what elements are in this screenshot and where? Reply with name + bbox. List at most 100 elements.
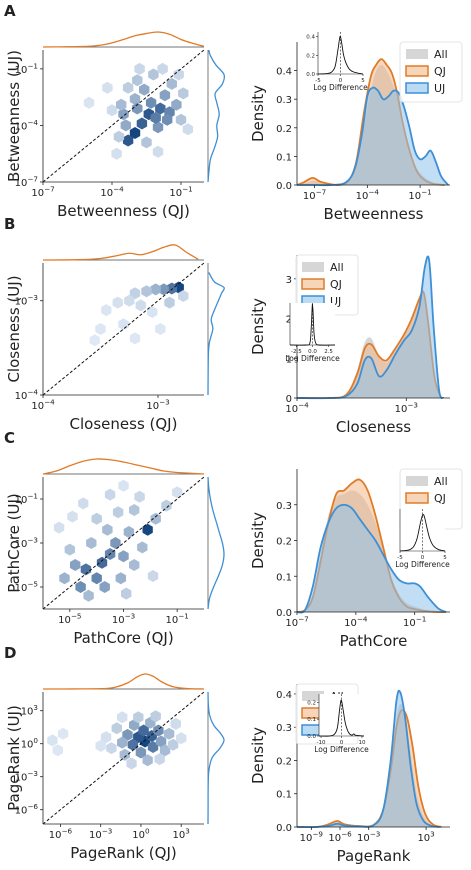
inset-x-tick-label: 0 [421, 555, 425, 561]
hex-cell [150, 283, 161, 296]
kde-line-uj [296, 689, 440, 828]
hex-cell [154, 753, 165, 766]
inset-y-tick-label: 0.2 [306, 53, 315, 59]
panel-letter: D [4, 644, 16, 662]
kde-area-uj [297, 504, 447, 613]
inset-curve [289, 303, 336, 346]
kde-plot: 10−7 10−4 10−1 0.0 0.1 0.2 0.3 PathCore Density A… [249, 468, 463, 650]
panel-letter: B [4, 215, 15, 233]
hex-cell [52, 744, 63, 757]
hex-cell [171, 98, 182, 111]
x-axis-label: Betweenness (QJ) [57, 202, 190, 220]
hex-cell [158, 283, 169, 296]
hex-cell [136, 117, 148, 130]
y-tick-label: 10−3 [15, 293, 38, 308]
hexbin-plot: 10−6 10−3 100 103 10−6 10−3 100 103 PageRank (QJ… [5, 691, 205, 862]
y-tick-label: 0.3 [276, 723, 292, 734]
legend: All QJ UJ [295, 254, 359, 316]
x-tick-label: 10−7 [31, 185, 54, 200]
x-tick-label: 10−1 [408, 188, 431, 203]
hex-cell [150, 710, 161, 723]
y-tick-label: 0.0 [276, 608, 292, 619]
kde-area-uj [297, 87, 449, 186]
hex-cell [161, 499, 172, 512]
hex-cell [99, 581, 110, 593]
hex-cell [159, 89, 171, 102]
legend-label-all: All [330, 261, 344, 274]
right-marginal-curve [207, 691, 225, 825]
legend-label-uj: UJ [330, 295, 341, 308]
hex-cell [78, 497, 89, 510]
x-tick-label: 10−3 [395, 401, 418, 416]
hex-cell [100, 731, 112, 744]
hex-cell [137, 541, 148, 554]
inset-x-axis-label: Log Difference [314, 745, 369, 754]
hex-cell [112, 506, 124, 519]
legend-swatch-qj [301, 278, 325, 290]
hex-cell [83, 589, 94, 602]
hex-cell [166, 77, 177, 90]
legend-swatch-all [302, 262, 324, 272]
hex-cell [115, 572, 126, 585]
y-axis-label: PageRank (UJ) [5, 705, 23, 811]
hex-cell [141, 136, 152, 149]
inset-y-tick-label: 0.0 [307, 734, 316, 740]
hex-cell [106, 742, 117, 755]
hex-cell [118, 550, 129, 563]
y-tick-label: 0.3 [276, 501, 292, 512]
inset-x-tick-label: 5 [443, 555, 447, 561]
hexbin-plot-area [43, 477, 204, 609]
legend-swatch-all [406, 476, 428, 486]
hex-cell [120, 119, 131, 132]
hex-cell [129, 504, 140, 516]
hex-cell [122, 81, 134, 94]
hexbin-plot: 10−5 10−3 10−1 10−5 10−3 10−1 PathCore (QJ) Pat… [5, 476, 205, 647]
hex-cell [64, 543, 75, 556]
hex-cell [157, 62, 168, 75]
inset-curve [317, 35, 364, 75]
hex-cell [102, 81, 113, 94]
x-axis-label: Betweenness [324, 205, 424, 223]
hex-cell [163, 727, 175, 740]
legend-swatch-uj [405, 82, 429, 94]
y-tick-label: 0.0 [276, 181, 292, 192]
inset-x-axis-label: Log Difference [285, 354, 340, 363]
top-marginal [42, 31, 205, 48]
x-tick-label: 100 [132, 827, 150, 842]
top-marginal-curve [42, 31, 205, 48]
hex-cell [95, 323, 106, 335]
hex-cell [124, 294, 135, 307]
y-tick-label: 10−7 [15, 175, 38, 190]
top-marginal-curve [42, 673, 205, 690]
x-axis-label: PageRank [337, 847, 411, 865]
hex-cell [116, 98, 127, 111]
x-tick-label: 10−6 [49, 827, 73, 842]
y-tick-label: 0.1 [276, 790, 292, 801]
hex-cell [129, 127, 141, 139]
hex-cell [145, 96, 157, 109]
hexbin-plot: 10−7 10−4 10−1 10−7 10−4 10−1 Betweenness (QJ)… [5, 49, 205, 220]
hex-cell [91, 512, 102, 525]
hex-cells [89, 281, 189, 347]
hex-cell [138, 724, 149, 737]
x-axis-label: Closeness (QJ) [70, 415, 178, 433]
hex-cell [139, 83, 150, 96]
hex-cell [117, 736, 128, 749]
right-marginal-curve [207, 476, 225, 610]
hex-cell [133, 711, 144, 724]
kde-area-uj [297, 690, 440, 828]
inset-y-tick-label: 0.4 [306, 35, 315, 41]
hex-cell [135, 299, 146, 312]
hex-cell [167, 738, 179, 751]
hex-cell [147, 741, 159, 753]
hex-cell [122, 728, 133, 741]
y-tick-label: 0.1 [276, 572, 292, 583]
inset-x-tick-label: 0 [339, 78, 343, 84]
right-marginal [207, 49, 226, 183]
y-tick-label: 100 [21, 736, 39, 751]
x-tick-label: 10−4 [100, 185, 124, 200]
legend-swatch-all [406, 49, 428, 59]
right-marginal-curve [207, 49, 226, 183]
